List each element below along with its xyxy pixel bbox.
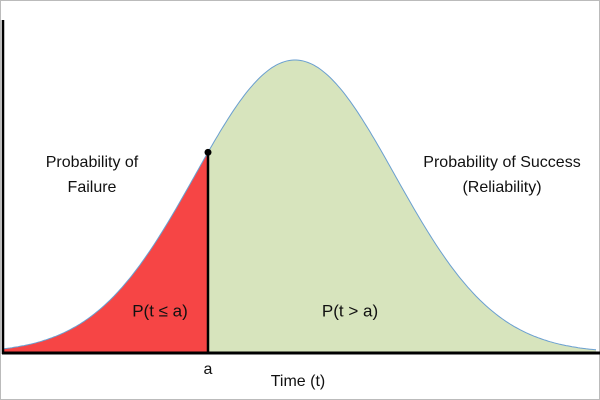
density-curve — [3, 59, 597, 351]
x-axis-label: Time (t) — [271, 373, 326, 390]
failure-region — [4, 152, 208, 353]
right-region-label: P(t > a) — [322, 301, 378, 320]
cutoff-point — [204, 148, 212, 156]
success-label: Probability of Success — [423, 154, 580, 171]
failure-label: Probability of — [46, 154, 139, 171]
success-label: (Reliability) — [462, 179, 541, 196]
left-region-label: P(t ≤ a) — [132, 301, 188, 320]
success-region — [208, 60, 596, 353]
point-label: a — [204, 361, 213, 378]
failure-label: Failure — [68, 179, 117, 196]
